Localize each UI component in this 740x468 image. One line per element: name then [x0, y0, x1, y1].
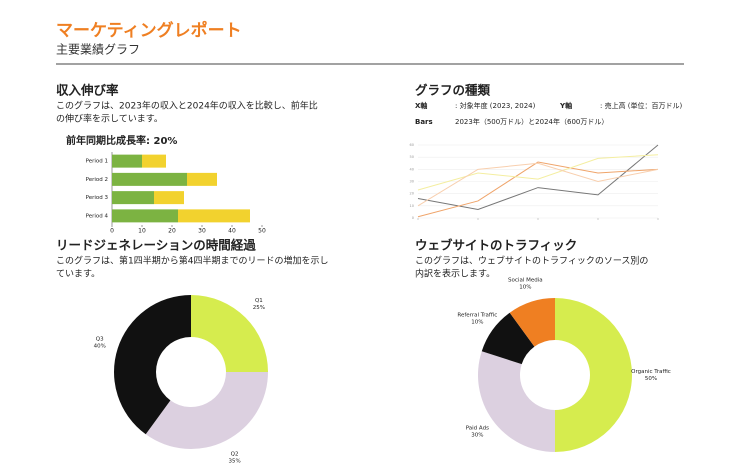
line-series: [417, 154, 659, 191]
section-description: このグラフは、2023年の収入と2024年の収入を比較し、前年比: [56, 100, 318, 112]
bar-segment: [112, 154, 142, 168]
section-description: の伸び率を示しています。: [56, 113, 163, 125]
x-tick-label: 20: [168, 228, 176, 235]
slice-label: Organic Traffic: [631, 369, 671, 375]
donut-slice: [509, 298, 555, 347]
slice-label: Referral Traffic: [457, 313, 497, 319]
section-description: このグラフは、ウェブサイトのトラフィックのソース別の: [415, 255, 648, 267]
donut-slice: [145, 372, 268, 449]
line-series: [417, 162, 659, 207]
slice-label: Paid Ads: [466, 425, 489, 431]
report-subtitle: 主要業績グラフ: [56, 43, 140, 57]
donut-slice: [114, 295, 191, 435]
y-tick-label: 50: [410, 155, 414, 159]
y-tick-label: 40: [410, 167, 414, 171]
chart-title: 前年同期比成長率: 20%: [66, 134, 177, 147]
y-tick-label: 30: [410, 180, 414, 184]
section-description: 内訳を表示します。: [415, 268, 495, 280]
section-description: ています。: [56, 269, 100, 280]
donut-slice: [555, 298, 632, 452]
bar-segment: [187, 172, 217, 186]
bar-segment: [112, 209, 178, 223]
donut-slice: [481, 312, 535, 365]
detail-label: Y軸: [559, 101, 572, 110]
y-tick-label: Period 2: [86, 177, 108, 183]
slice-label: Social Media: [508, 278, 543, 284]
y-tick-label: Period 4: [86, 213, 109, 219]
x-tick-label: 50: [258, 228, 266, 235]
section-heading: リードジェネレーションの時間経過: [56, 238, 256, 253]
slice-value: 10%: [471, 320, 483, 326]
x-tick-label: 40: [228, 228, 236, 235]
line-series: [417, 161, 659, 218]
detail-label: Bars: [415, 118, 433, 126]
detail-text: : 売上高 (単位：百万ドル): [600, 101, 683, 110]
detail-label: X軸: [415, 101, 427, 110]
slice-value: 25%: [253, 305, 265, 311]
section-heading: ウェブサイトのトラフィック: [415, 238, 577, 253]
y-tick-label: Period 1: [86, 159, 108, 165]
report-title: マーケティングレポート: [56, 20, 242, 41]
detail-text: : 対象年度 (2023, 2024): [455, 101, 536, 110]
slice-value: 40%: [94, 343, 106, 349]
detail-text: 2023年（500万ドル）と2024年（600万ドル）: [455, 117, 608, 126]
section-heading: グラフの種類: [415, 83, 491, 98]
bar-segment: [112, 191, 154, 205]
bar-segment: [178, 209, 250, 223]
donut-slice: [478, 351, 555, 452]
x-tick-label: 10: [138, 228, 146, 235]
slice-value: 10%: [519, 285, 531, 291]
y-tick-label: 60: [410, 143, 414, 147]
slice-label: Q3: [96, 336, 104, 342]
bar-segment: [154, 191, 184, 205]
donut-slice: [191, 295, 268, 372]
line-series: [417, 144, 659, 210]
section-description: このグラフは、第1四半期から第4四半期までのリードの増加を示し: [56, 255, 328, 267]
slice-label: Q1: [255, 298, 263, 304]
x-tick-label: 30: [198, 228, 206, 235]
y-tick-label: 20: [410, 192, 414, 196]
slice-value: 50%: [645, 376, 657, 382]
y-tick-label: Period 3: [86, 195, 109, 201]
slice-value: 30%: [471, 432, 483, 438]
y-tick-label: 10: [410, 204, 414, 208]
slice-label: Q2: [231, 452, 239, 458]
bar-segment: [112, 172, 187, 186]
bar-segment: [142, 154, 166, 168]
x-tick-label: 0: [110, 228, 114, 235]
y-tick-label: 0: [412, 216, 414, 220]
slice-value: 35%: [228, 459, 240, 465]
section-heading: 収入伸び率: [56, 83, 119, 98]
